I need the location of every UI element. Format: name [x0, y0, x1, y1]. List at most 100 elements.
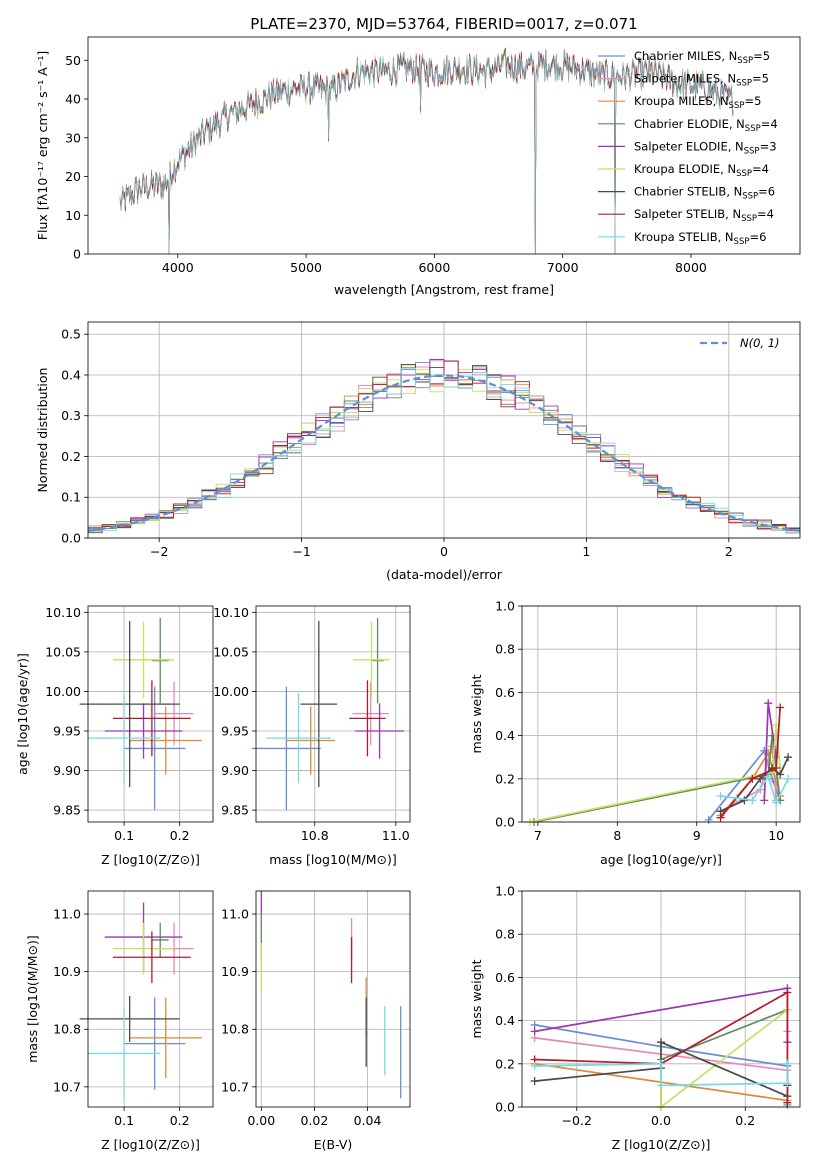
x-tick-label: 0.2 [170, 828, 190, 843]
gridlines [256, 891, 410, 1107]
legend-label: Chabrier STELIB, NSSP=6 [634, 185, 775, 202]
errorbar-salpeter-elodie [355, 703, 404, 759]
legend-label: Salpeter MILES, NSSP=5 [634, 72, 769, 89]
weight-marker [657, 1038, 665, 1047]
gaussian-curve [87, 374, 801, 532]
y-tick-label: 0.6 [495, 685, 515, 700]
errorbar-kroupa-miles [286, 706, 336, 775]
weight-marker [784, 753, 793, 762]
errorbar-chabrier-elodie [151, 617, 169, 704]
x-tick-label: 2 [725, 544, 733, 559]
x-tick-label: 7000 [547, 260, 579, 275]
y-tick-label: 0.0 [495, 1100, 515, 1115]
plot-area [79, 902, 202, 1100]
y-axis-label: mass weight [469, 674, 484, 753]
y-tick-label: 9.85 [221, 803, 249, 818]
y-tick-label: 20 [65, 169, 81, 184]
x-tick-label: 0.2 [170, 1113, 190, 1128]
mass-vs-metallicity-panel: 0.1 0.2 10.7 10.8 10.9 11.0 Z [log10(Z/Z⊙)] mas… [25, 890, 214, 1152]
y-tick-label: 0.4 [495, 728, 515, 743]
y-tick-label: 0.8 [495, 927, 515, 942]
errorbar-chabrier-stelib [79, 621, 180, 788]
errorbar-salpeter-miles [154, 681, 194, 746]
x-tick-label: 9 [693, 828, 701, 843]
weight-marker [783, 1059, 792, 1068]
plot-area [530, 984, 792, 1111]
y-tick-label: 30 [65, 130, 81, 145]
y-tick-label: 0.2 [495, 771, 515, 786]
legend-label: Chabrier MILES, NSSP=5 [634, 49, 770, 66]
errorbar-chabrier-stelib [79, 995, 180, 1042]
legend-label: Kroupa STELIB, NSSP=6 [634, 230, 766, 247]
axes-frame [87, 36, 801, 255]
gridlines [88, 606, 213, 822]
x-tick-label: 0.04 [354, 1113, 382, 1128]
y-tick-label: 0.0 [61, 531, 81, 546]
mass-weight-vs-age-panel: 7 8 9 10 0.0 0.2 0.4 0.6 0.8 1.0 age [log10(age/yr… [469, 599, 801, 867]
axes-frame [87, 890, 214, 1108]
legend-label: Salpeter STELIB, NSSP=4 [634, 207, 774, 224]
weight-marker [748, 796, 757, 805]
weight-marker [776, 770, 785, 779]
y-tick-label: 9.90 [53, 763, 81, 778]
errorbar-salpeter-miles [352, 681, 389, 746]
weight-marker [530, 1061, 539, 1070]
y-tick-label: 10.9 [53, 964, 81, 979]
x-tick-label: −2 [150, 544, 168, 559]
errorbar-kroupa-stelib [266, 693, 331, 784]
errorbar-kroupa-elodie [113, 922, 175, 975]
axes-frame [521, 605, 801, 823]
errorbar-salpeter-stelib [349, 680, 386, 757]
errorbar-salpeter-stelib [113, 931, 191, 984]
gridlines [256, 606, 410, 822]
weight-marker [783, 988, 792, 997]
x-tick-label: −0.2 [562, 1113, 592, 1128]
errorbar-chabrier-elodie [151, 922, 169, 958]
x-axis-label: age [log10(age/yr)] [600, 852, 722, 867]
x-tick-label: 11.0 [382, 828, 410, 843]
weight-marker [756, 774, 765, 783]
errorbar-chabrier-stelib [300, 621, 338, 788]
weight-line-kroupa-stelib [530, 1059, 792, 1090]
x-tick-label: 10.8 [301, 828, 329, 843]
weight-marker [530, 1077, 539, 1086]
y-tick-label: 10.00 [45, 684, 81, 699]
weight-line [529, 724, 781, 823]
errorbar-chabrier-elodie [371, 617, 384, 704]
x-tick-label: 0.1 [114, 1113, 134, 1128]
weight-marker [657, 1081, 665, 1090]
y-tick-label: 0.8 [495, 642, 515, 657]
errorbar-chabrier-miles [251, 686, 321, 811]
errorbar-kroupa-elodie [113, 621, 175, 698]
spectrum-panel: 4000 5000 6000 7000 8000 0 10 20 30 40 50 wavelengt… [35, 36, 801, 297]
plot-area [79, 617, 202, 811]
weight-marker [657, 1059, 665, 1068]
y-tick-label: 10.9 [221, 964, 249, 979]
y-axis-label: Normed distribution [35, 368, 50, 493]
weight-marker [716, 792, 725, 801]
errorbar-kroupa-miles [129, 997, 202, 1079]
weight-line-kroupa-stelib [716, 772, 793, 807]
gridlines [522, 605, 800, 823]
mass-vs-ebv-panel: 0.00 0.02 0.04 10.7 10.8 10.9 11.0 E(B-V) [221, 890, 411, 1152]
weight-marker [748, 774, 757, 783]
weight-marker [704, 815, 713, 824]
y-tick-label: 10.10 [45, 605, 81, 620]
plot-area [87, 359, 801, 534]
y-tick-label: 0.5 [61, 327, 81, 342]
x-axis-label: E(B-V) [314, 1137, 353, 1152]
y-tick-label: 0.4 [495, 1013, 515, 1028]
y-tick-label: 10.10 [213, 605, 249, 620]
x-axis-label: Z [log10(Z/Z⊙)] [101, 1137, 200, 1152]
legend-label: Chabrier ELODIE, NSSP=4 [634, 117, 778, 134]
y-tick-label: 50 [65, 53, 81, 68]
errorbar-kroupa-stelib [88, 1007, 161, 1100]
y-tick-label: 11.0 [221, 907, 249, 922]
weight-marker [783, 1079, 792, 1088]
y-axis-label: Flux [fλ10⁻¹⁷ erg cm⁻² s⁻¹ A⁻¹] [35, 51, 50, 240]
histogram-kroupa-stelib [88, 367, 800, 534]
x-tick-label: 7 [534, 828, 542, 843]
age-vs-metallicity-panel: 0.1 0.2 9.85 9.90 9.95 10.00 10.05 10.10 Z [log1… [15, 605, 214, 867]
x-tick-label: 10 [768, 828, 784, 843]
y-axis-label: mass weight [469, 959, 484, 1038]
